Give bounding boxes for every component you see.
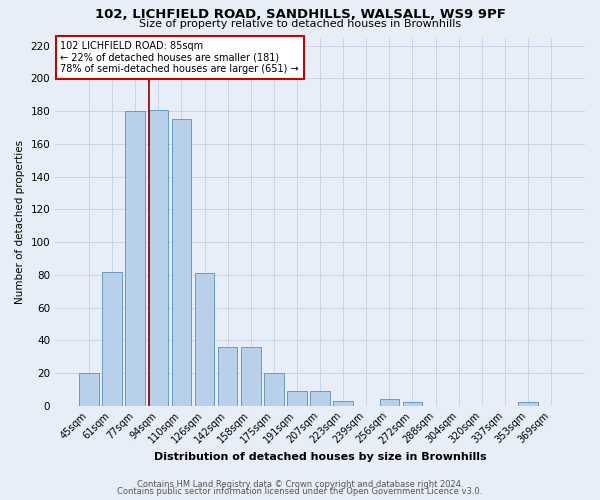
Bar: [103, 272, 122, 406]
Text: Size of property relative to detached houses in Brownhills: Size of property relative to detached ho…: [139, 19, 461, 29]
Text: Contains HM Land Registry data © Crown copyright and database right 2024.: Contains HM Land Registry data © Crown c…: [137, 480, 463, 489]
Bar: [264, 373, 284, 406]
Bar: [380, 399, 399, 406]
Bar: [287, 391, 307, 406]
Bar: [403, 402, 422, 406]
Bar: [334, 401, 353, 406]
Bar: [518, 402, 538, 406]
Bar: [149, 110, 168, 406]
Bar: [241, 347, 260, 406]
Bar: [218, 347, 238, 406]
Y-axis label: Number of detached properties: Number of detached properties: [15, 140, 25, 304]
Text: 102, LICHFIELD ROAD, SANDHILLS, WALSALL, WS9 9PF: 102, LICHFIELD ROAD, SANDHILLS, WALSALL,…: [95, 8, 505, 20]
Bar: [125, 111, 145, 406]
Bar: [195, 273, 214, 406]
Bar: [79, 373, 99, 406]
Text: Contains public sector information licensed under the Open Government Licence v3: Contains public sector information licen…: [118, 487, 482, 496]
Text: 102 LICHFIELD ROAD: 85sqm
← 22% of detached houses are smaller (181)
78% of semi: 102 LICHFIELD ROAD: 85sqm ← 22% of detac…: [61, 41, 299, 74]
Bar: [172, 120, 191, 406]
X-axis label: Distribution of detached houses by size in Brownhills: Distribution of detached houses by size …: [154, 452, 487, 462]
Bar: [310, 391, 330, 406]
